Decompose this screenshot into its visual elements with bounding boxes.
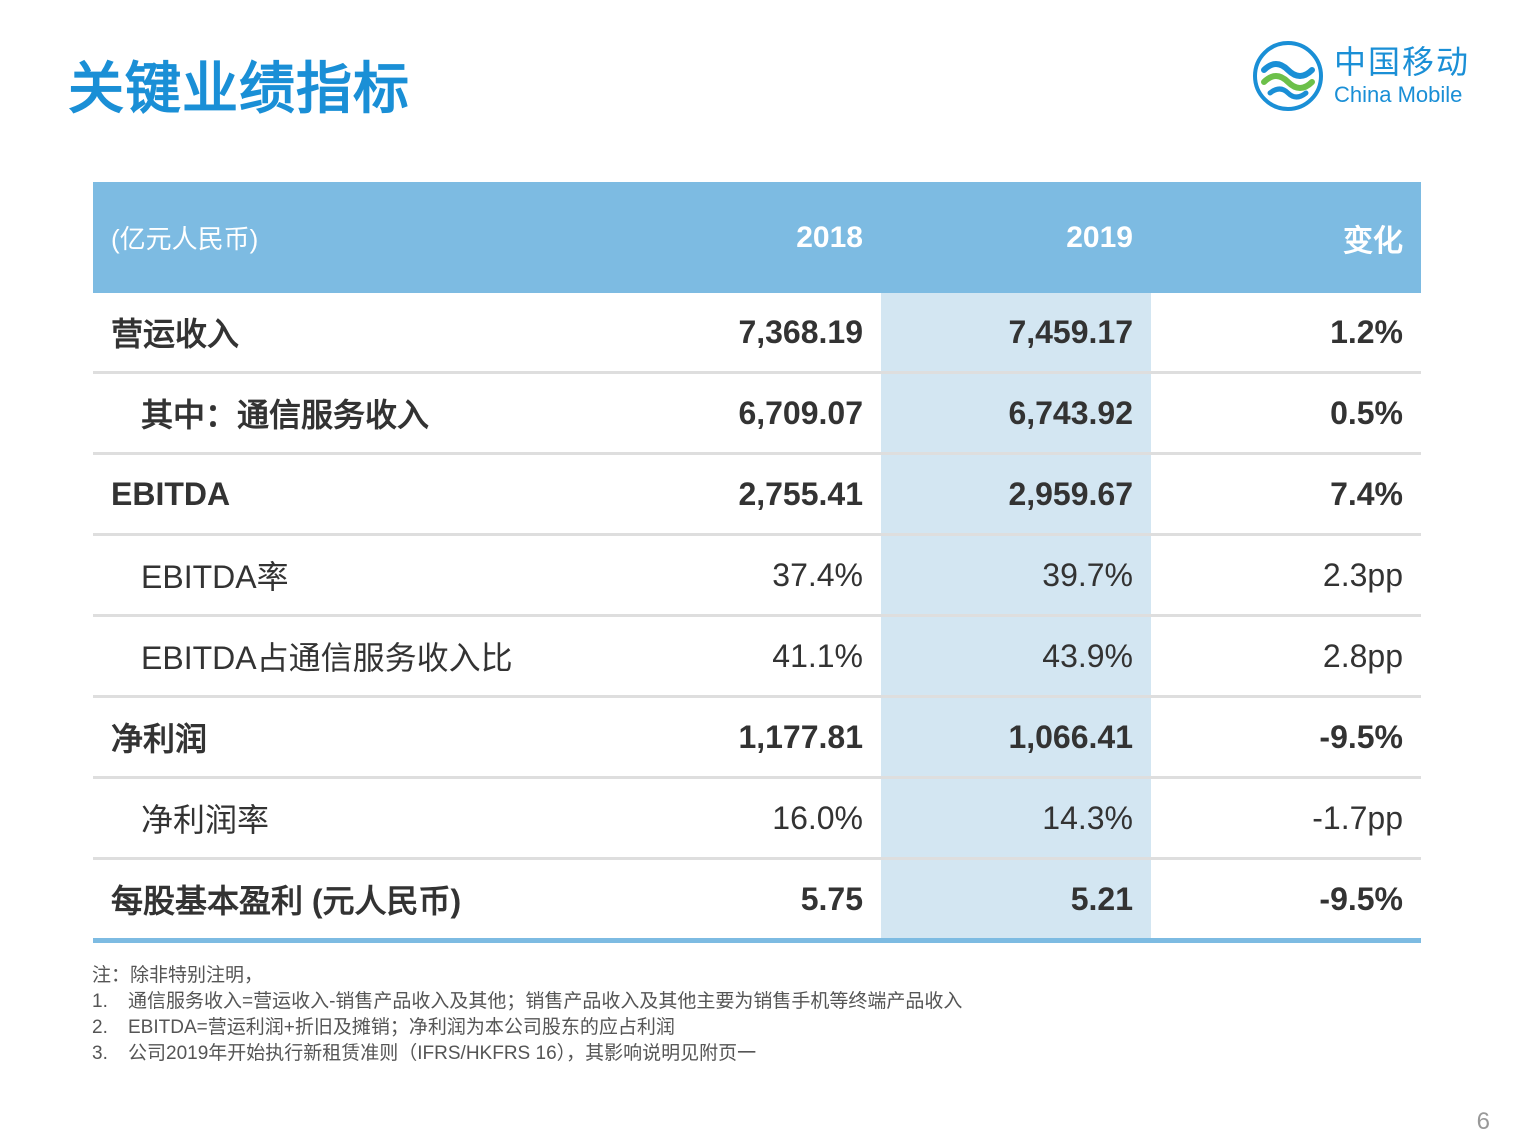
footnote-item: 1. 通信服务收入=营运收入-销售产品收入及其他；销售产品收入及其他主要为销售手… bbox=[92, 989, 962, 1015]
value-change: 2.3pp bbox=[1151, 534, 1421, 617]
value-2019: 5.21 bbox=[881, 858, 1151, 943]
value-2018: 2,755.41 bbox=[683, 453, 881, 536]
row-label: EBITDA占通信服务收入比 bbox=[93, 615, 683, 698]
footnote-text: EBITDA=营运利润+折旧及摊销；净利润为本公司股东的应占利润 bbox=[128, 1017, 675, 1038]
table-header-row: (亿元人民币) 2018 2019 变化 bbox=[93, 182, 1421, 293]
table-row: 净利润 1,177.81 1,066.41 -9.5% bbox=[93, 696, 1421, 779]
table-row: EBITDA占通信服务收入比 41.1% 43.9% 2.8pp bbox=[93, 615, 1421, 698]
value-2019: 1,066.41 bbox=[881, 696, 1151, 779]
row-label: EBITDA率 bbox=[93, 534, 683, 617]
row-label: 其中：通信服务收入 bbox=[93, 372, 683, 455]
value-change: -9.5% bbox=[1151, 696, 1421, 779]
value-2019: 2,959.67 bbox=[881, 453, 1151, 536]
footnote-item: 2. EBITDA=营运利润+折旧及摊销；净利润为本公司股东的应占利润 bbox=[92, 1015, 962, 1041]
logo-text-cn: 中国移动 bbox=[1334, 44, 1471, 80]
table-row: 净利润率 16.0% 14.3% -1.7pp bbox=[93, 777, 1421, 860]
value-2018: 6,709.07 bbox=[683, 372, 881, 455]
value-change: 2.8pp bbox=[1151, 615, 1421, 698]
row-label: 营运收入 bbox=[93, 293, 683, 374]
china-mobile-logo: 中国移动 China Mobile bbox=[1252, 40, 1470, 112]
kpi-table: (亿元人民币) 2018 2019 变化 营运收入 7,368.19 7,459… bbox=[93, 182, 1421, 943]
row-label: 净利润率 bbox=[93, 777, 683, 860]
value-change: 7.4% bbox=[1151, 453, 1421, 536]
value-2019: 39.7% bbox=[881, 534, 1151, 617]
china-mobile-logo-icon bbox=[1253, 41, 1323, 111]
footnote-item: 3. 公司2019年开始执行新租赁准则（IFRS/HKFRS 16），其影响说明… bbox=[92, 1041, 962, 1067]
footnotes: 注：除非特别注明， 1. 通信服务收入=营运收入-销售产品收入及其他；销售产品收… bbox=[92, 963, 962, 1067]
value-change: -1.7pp bbox=[1151, 777, 1421, 860]
table-row: 营运收入 7,368.19 7,459.17 1.2% bbox=[93, 293, 1421, 374]
logo-text-en: China Mobile bbox=[1334, 82, 1463, 107]
value-2019: 43.9% bbox=[881, 615, 1151, 698]
value-2018: 5.75 bbox=[683, 858, 881, 943]
value-2018: 37.4% bbox=[683, 534, 881, 617]
value-2018: 7,368.19 bbox=[683, 293, 881, 374]
value-2019: 7,459.17 bbox=[881, 293, 1151, 374]
table-row: EBITDA 2,755.41 2,959.67 7.4% bbox=[93, 453, 1421, 536]
footnote-number: 1. bbox=[92, 991, 108, 1012]
footnote-number: 3. bbox=[92, 1043, 108, 1064]
row-label: 净利润 bbox=[93, 696, 683, 779]
value-2018: 41.1% bbox=[683, 615, 881, 698]
value-change: 0.5% bbox=[1151, 372, 1421, 455]
value-change: 1.2% bbox=[1151, 293, 1421, 374]
year-2019-header: 2019 bbox=[881, 182, 1151, 293]
row-label: 每股基本盈利 (元人民币) bbox=[93, 858, 683, 943]
value-2018: 1,177.81 bbox=[683, 696, 881, 779]
footnote-text: 通信服务收入=营运收入-销售产品收入及其他；销售产品收入及其他主要为销售手机等终… bbox=[128, 991, 963, 1012]
value-change: -9.5% bbox=[1151, 858, 1421, 943]
table-row: EBITDA率 37.4% 39.7% 2.3pp bbox=[93, 534, 1421, 617]
change-header: 变化 bbox=[1151, 182, 1421, 293]
value-2019: 6,743.92 bbox=[881, 372, 1151, 455]
year-2018-header: 2018 bbox=[683, 182, 881, 293]
table-row: 每股基本盈利 (元人民币) 5.75 5.21 -9.5% bbox=[93, 858, 1421, 943]
page-number: 6 bbox=[1476, 1108, 1490, 1135]
footnote-intro: 注：除非特别注明， bbox=[92, 965, 264, 986]
value-2019: 14.3% bbox=[881, 777, 1151, 860]
page-title: 关键业绩指标 bbox=[68, 57, 410, 120]
footnote-number: 2. bbox=[92, 1017, 108, 1038]
unit-header: (亿元人民币) bbox=[93, 182, 683, 293]
row-label: EBITDA bbox=[93, 453, 683, 536]
value-2018: 16.0% bbox=[683, 777, 881, 860]
table-row: 其中：通信服务收入 6,709.07 6,743.92 0.5% bbox=[93, 372, 1421, 455]
footnote-text: 公司2019年开始执行新租赁准则（IFRS/HKFRS 16），其影响说明见附页… bbox=[128, 1043, 757, 1064]
